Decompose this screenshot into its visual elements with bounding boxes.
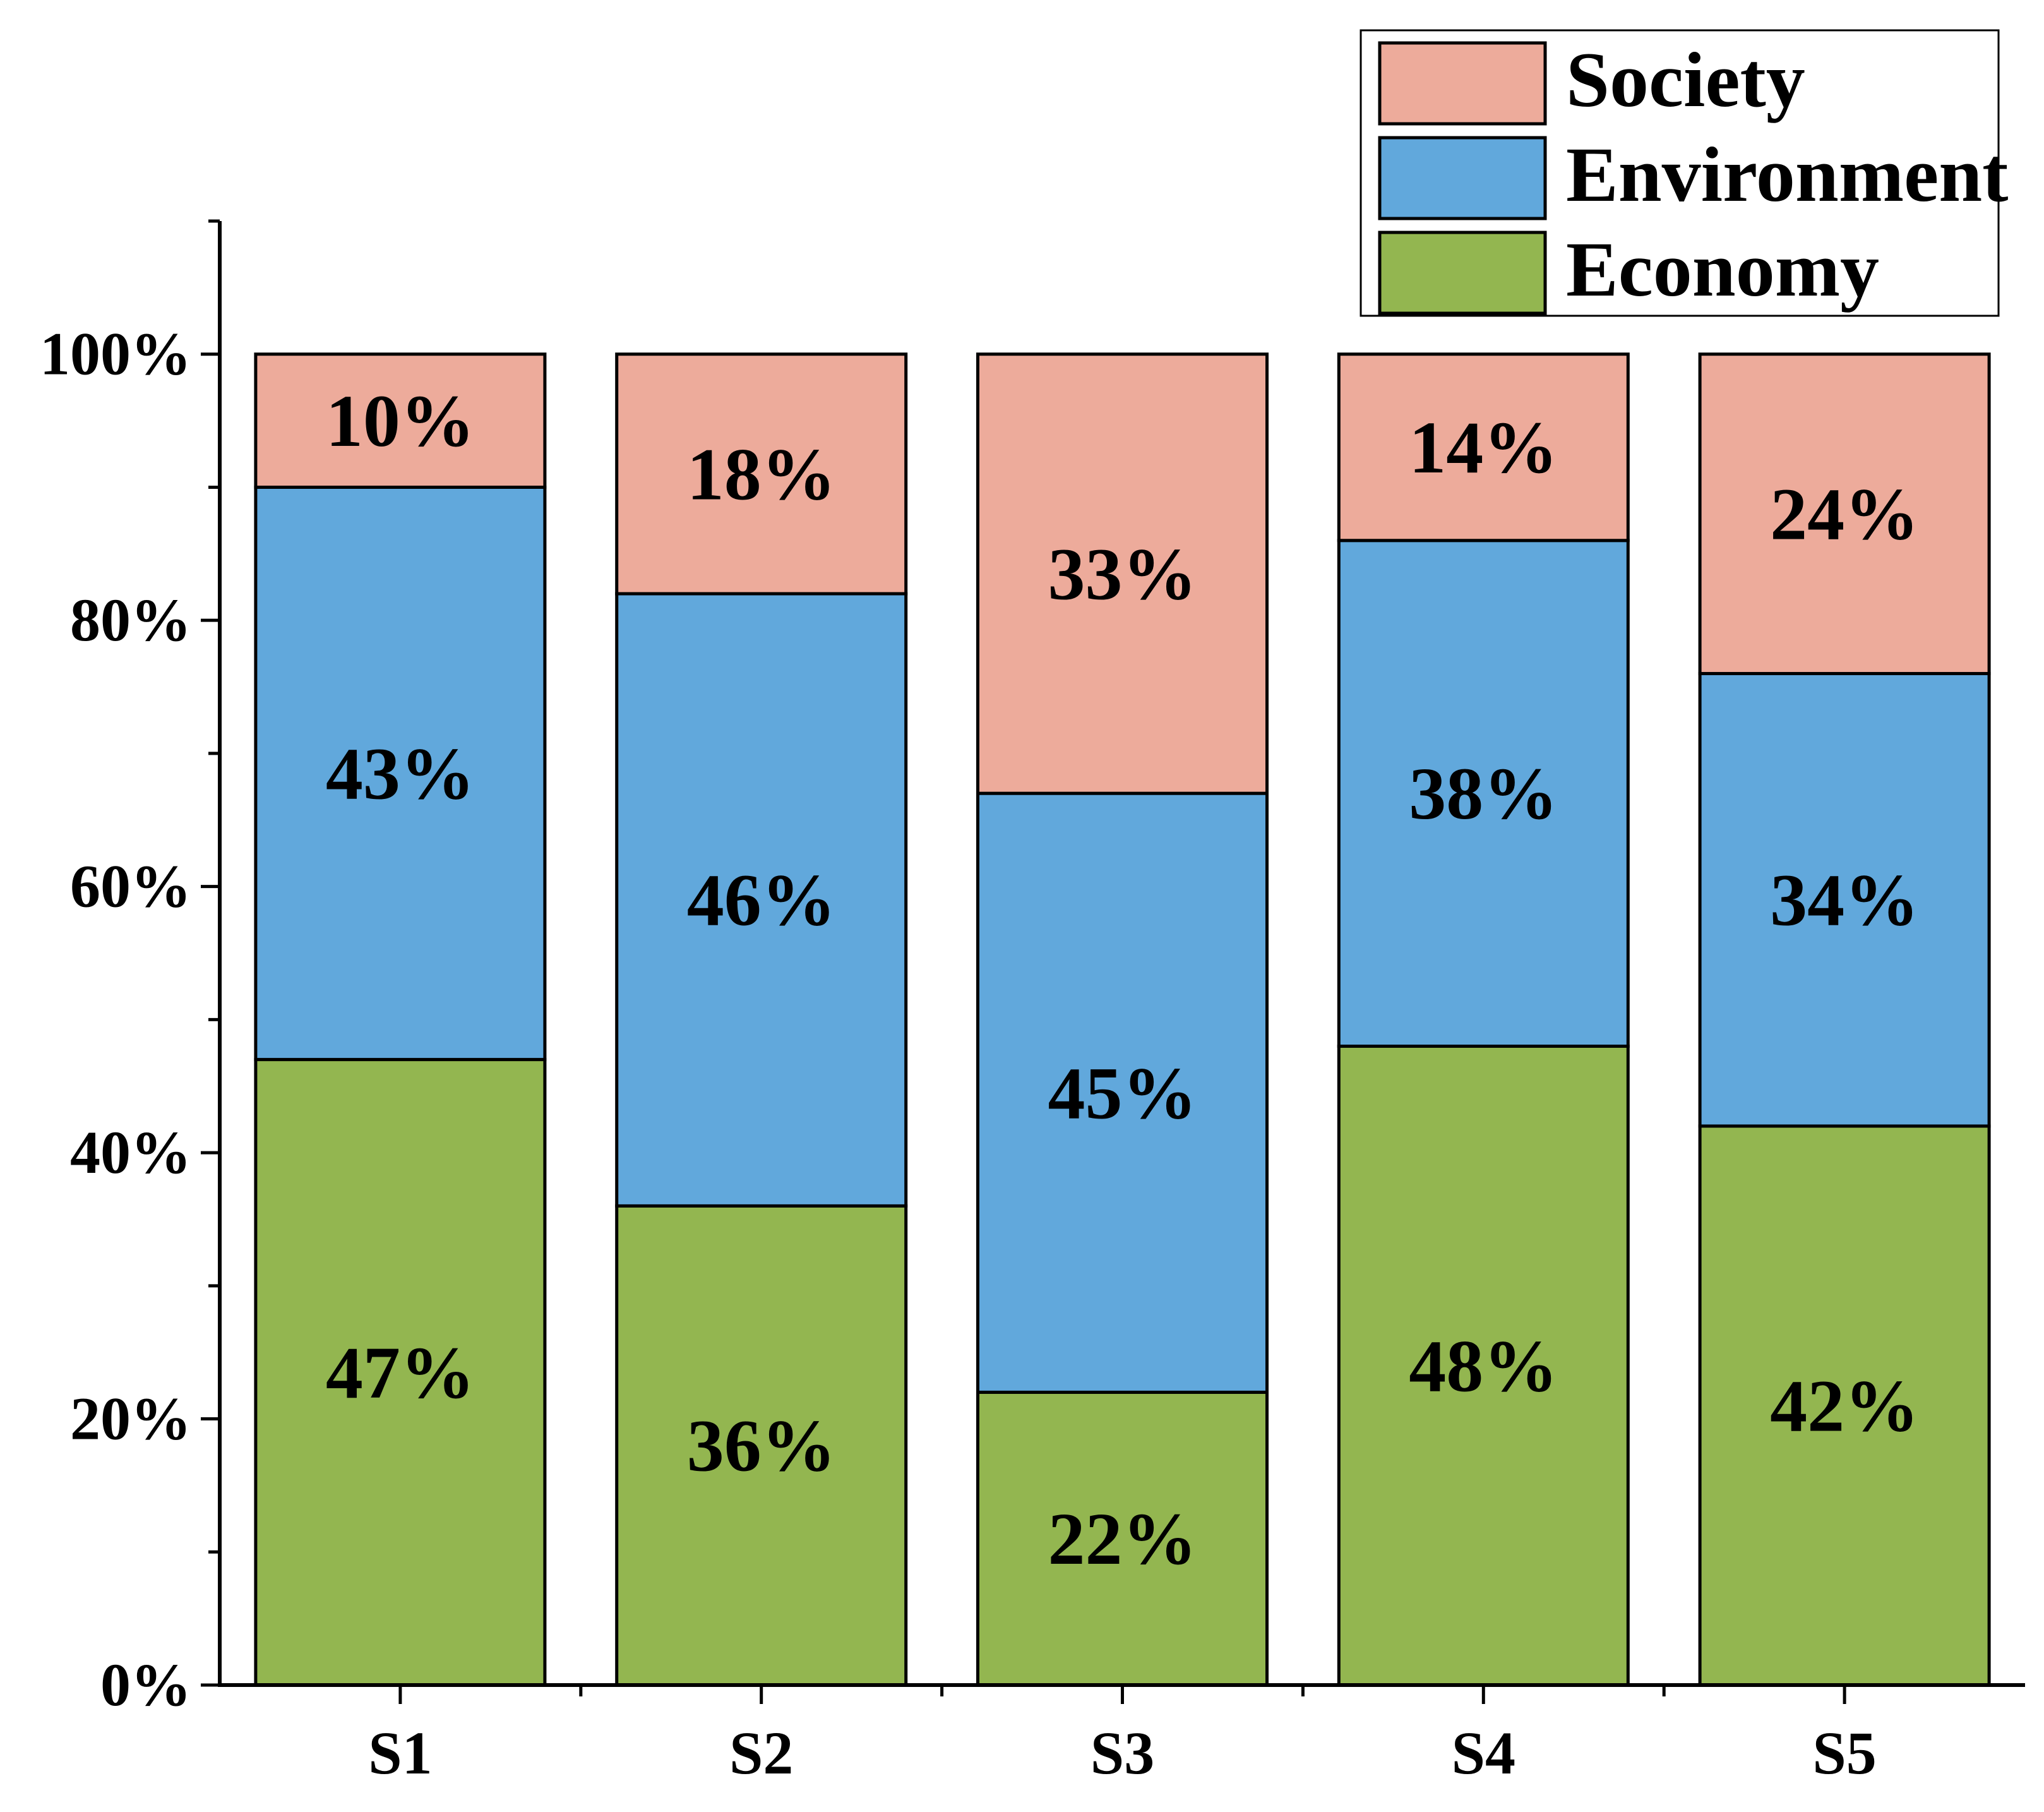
data-label-economy-s3: 22% xyxy=(1048,1497,1197,1580)
y-tick-label-0: 0% xyxy=(100,1651,191,1719)
data-label-environment-s1: 43% xyxy=(326,733,475,815)
bars-layer: 47% 43% 10% 36% 46% 18% 22% 45% 33% 48% 38% 14% 42% 3… xyxy=(254,352,1991,1687)
bar-environment-s2 xyxy=(615,592,908,1208)
y-tick-label-5: 100% xyxy=(40,320,191,388)
bar-economy-s1 xyxy=(254,1058,547,1687)
x-tick-label-s5: S5 xyxy=(1812,1719,1876,1787)
data-label-economy-s4: 48% xyxy=(1409,1324,1558,1407)
data-label-society-s4: 14% xyxy=(1409,406,1558,489)
x-tick-label-s4: S4 xyxy=(1452,1719,1515,1787)
data-label-environment-s4: 38% xyxy=(1409,752,1558,835)
x-tick-label-s1: S1 xyxy=(368,1719,432,1787)
data-label-society-s3: 33% xyxy=(1048,532,1197,615)
bar-economy-s2 xyxy=(615,1204,908,1687)
bar-economy-s4 xyxy=(1337,1045,1630,1687)
legend-label-environment: Environment xyxy=(1566,131,2008,218)
x-tick-label-s2: S2 xyxy=(729,1719,793,1787)
data-label-society-s2: 18% xyxy=(687,433,836,515)
bar-economy-s5 xyxy=(1698,1124,1991,1687)
legend-label-economy: Economy xyxy=(1566,226,1879,313)
bar-society-s2 xyxy=(615,352,908,596)
bar-environment-s3 xyxy=(976,791,1269,1394)
y-tick-label-4: 80% xyxy=(70,586,191,654)
y-tick-label-3: 60% xyxy=(70,853,191,920)
bar-society-s4 xyxy=(1337,352,1630,543)
bar-society-s5 xyxy=(1698,352,1991,675)
data-label-economy-s5: 42% xyxy=(1770,1364,1919,1447)
legend-swatch-economy xyxy=(1378,231,1547,315)
data-label-economy-s2: 36% xyxy=(687,1405,836,1487)
legend-swatch-society xyxy=(1378,41,1547,126)
data-label-environment-s5: 34% xyxy=(1770,859,1919,942)
data-label-society-s1: 10% xyxy=(326,380,475,462)
data-label-environment-s3: 45% xyxy=(1048,1052,1197,1134)
x-tick-label-s3: S3 xyxy=(1091,1719,1154,1787)
y-tick-label-1: 20% xyxy=(70,1385,191,1453)
bar-environment-s1 xyxy=(254,485,547,1062)
bar-environment-s4 xyxy=(1337,539,1630,1048)
data-label-society-s5: 24% xyxy=(1770,473,1919,556)
y-tick-label-2: 40% xyxy=(70,1119,191,1186)
legend-label-society: Society xyxy=(1566,37,1805,123)
bar-society-s1 xyxy=(254,352,547,489)
bar-society-s3 xyxy=(976,352,1269,795)
legend-swatch-environment xyxy=(1378,136,1547,220)
data-label-environment-s2: 46% xyxy=(687,859,836,942)
axes-layer: S1 S2 S3 S4 S5 0% 20% 40% 60% 80% 100% xyxy=(40,219,2025,1787)
data-label-economy-s1: 47% xyxy=(326,1331,475,1414)
